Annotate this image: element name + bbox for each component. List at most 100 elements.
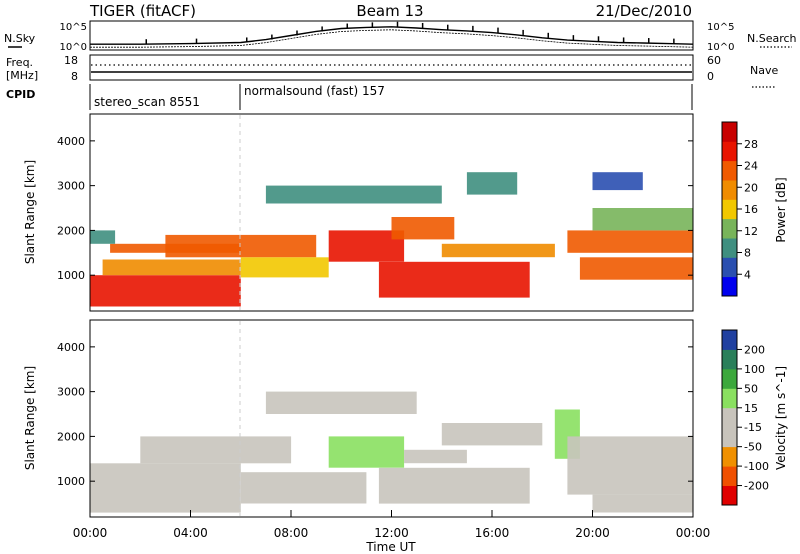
power-panel-frame bbox=[89, 113, 694, 312]
velocity-colorbar-frame bbox=[721, 329, 738, 506]
velocity-ylabel: Slant Range [km] bbox=[23, 366, 37, 470]
colorbar-tick-label: -100 bbox=[744, 460, 769, 473]
colorbar-cell bbox=[722, 160, 737, 181]
cpid-label: CPID bbox=[6, 88, 35, 101]
y-tick-label: 3000 bbox=[57, 386, 85, 399]
noise-bottom-tick: 10^0 bbox=[60, 42, 87, 53]
power-regions bbox=[90, 172, 693, 307]
colorbar-tick-label: -50 bbox=[744, 441, 762, 454]
y-tick-label: 2000 bbox=[57, 224, 85, 237]
y-tick-label: 1000 bbox=[57, 475, 85, 488]
colorbar-tick-label: 200 bbox=[744, 343, 765, 356]
colorbar-cell bbox=[722, 238, 737, 258]
colorbar-cell bbox=[722, 349, 737, 370]
scatter-region-6 bbox=[265, 185, 442, 204]
freq-panel-frame bbox=[89, 54, 694, 81]
scatter-region-9 bbox=[378, 261, 530, 298]
colorbar-tick-label: 12 bbox=[744, 225, 758, 238]
freq-panel bbox=[89, 54, 694, 81]
nave-top-tick: 60 bbox=[707, 54, 721, 67]
nsearch-label: N.Search bbox=[747, 32, 797, 45]
velocity-panel: 1000 2000 3000 4000 00:00 04:00 08:00 12:00 16:… bbox=[23, 319, 710, 554]
x-tick-label: 12:00 bbox=[374, 526, 409, 540]
velocity-colorbar-label: Velocity [m s^-1] bbox=[774, 366, 788, 470]
colorbar-cell bbox=[722, 427, 737, 448]
colorbar-tick-label: 15 bbox=[744, 402, 758, 415]
scatter-region-2 bbox=[240, 472, 367, 504]
power-y-ticks: 1000 2000 3000 4000 bbox=[57, 135, 693, 282]
colorbar-cell bbox=[722, 407, 737, 428]
power-colorbar-ticks: 4 8 12 16 20 24 28 bbox=[737, 138, 758, 281]
scatter-region-3 bbox=[265, 391, 417, 414]
colorbar-tick-label: 20 bbox=[744, 181, 758, 194]
date-label: 21/Dec/2010 bbox=[596, 2, 692, 20]
scatter-region-8 bbox=[391, 217, 455, 240]
cpid-row: stereo_scan 8551 normalsound (fast) 157 bbox=[89, 84, 693, 110]
power-colorbar-cells bbox=[722, 122, 737, 297]
x-tick-label: 00:00 bbox=[73, 526, 108, 540]
noise-panel-frame bbox=[89, 20, 694, 51]
y-tick-label: 4000 bbox=[57, 135, 85, 148]
freq-bottom-tick: 8 bbox=[71, 70, 78, 83]
scatter-region-4 bbox=[328, 436, 405, 468]
freq-label: Freq. bbox=[6, 56, 33, 69]
x-tick-label: 04:00 bbox=[173, 526, 208, 540]
velocity-y-ticks: 1000 2000 3000 4000 bbox=[57, 341, 693, 488]
beam-label: Beam 13 bbox=[356, 2, 423, 20]
scatter-region-0 bbox=[90, 275, 241, 307]
y-tick-label: 1000 bbox=[57, 269, 85, 282]
power-colorbar: 4 8 12 16 20 24 28 Power [dB] bbox=[721, 121, 788, 297]
colorbar-cell bbox=[722, 485, 737, 506]
power-panel: 1000 2000 3000 4000 Slant Range [km] bbox=[23, 113, 694, 312]
colorbar-tick-label: 8 bbox=[744, 247, 751, 260]
scatter-region-0 bbox=[90, 463, 241, 513]
scatter-region-9 bbox=[567, 436, 693, 495]
scatter-region-13 bbox=[579, 257, 693, 280]
nave-label: Nave bbox=[750, 64, 778, 77]
power-ylabel: Slant Range [km] bbox=[23, 160, 37, 264]
colorbar-tick-label: -200 bbox=[744, 480, 769, 493]
x-tick-label: 20:00 bbox=[575, 526, 610, 540]
scatter-region-4 bbox=[165, 234, 317, 258]
x-axis-label: Time UT bbox=[365, 540, 416, 554]
colorbar-cell bbox=[722, 446, 737, 467]
y-tick-label: 2000 bbox=[57, 430, 85, 443]
nave-bottom-tick: 0 bbox=[707, 70, 714, 83]
colorbar-cell bbox=[722, 218, 737, 239]
scatter-region-5 bbox=[240, 257, 329, 278]
colorbar-cell bbox=[722, 466, 737, 486]
scatter-region-10 bbox=[441, 243, 555, 258]
scatter-region-15 bbox=[592, 172, 643, 191]
nsky-label: N.Sky bbox=[4, 32, 36, 45]
noise-spikes bbox=[145, 21, 675, 45]
y-tick-label: 4000 bbox=[57, 341, 85, 354]
noise-sky-curve bbox=[90, 26, 694, 45]
noise-bottom-tick-right: 10^0 bbox=[707, 42, 734, 53]
freq-top-tick: 18 bbox=[64, 54, 78, 67]
velocity-colorbar-cells bbox=[722, 330, 737, 506]
scatter-region-1 bbox=[102, 259, 241, 276]
colorbar-tick-label: -15 bbox=[744, 421, 762, 434]
x-tick-label: 16:00 bbox=[475, 526, 510, 540]
colorbar-cell bbox=[722, 368, 737, 389]
scatter-region-1 bbox=[140, 436, 292, 464]
scatter-region-5 bbox=[378, 467, 530, 504]
scatter-region-7 bbox=[441, 423, 543, 446]
colorbar-cell bbox=[722, 330, 737, 350]
y-tick-label: 3000 bbox=[57, 180, 85, 193]
noise-top-tick: 10^5 bbox=[60, 22, 87, 33]
colorbar-tick-label: 50 bbox=[744, 382, 758, 395]
colorbar-cell bbox=[722, 388, 737, 409]
scatter-region-14 bbox=[592, 208, 693, 231]
colorbar-cell bbox=[722, 122, 737, 142]
scatter-region-10 bbox=[592, 494, 693, 513]
colorbar-cell bbox=[722, 276, 737, 297]
cpid-segment-1: stereo_scan 8551 bbox=[94, 95, 200, 109]
velocity-regions bbox=[90, 391, 693, 513]
scatter-region-6 bbox=[404, 449, 467, 464]
velocity-colorbar-ticks: -200 -100 -50 -15 15 50 100 200 bbox=[737, 343, 769, 493]
noise-panel bbox=[89, 20, 694, 51]
colorbar-cell bbox=[722, 257, 737, 278]
colorbar-cell bbox=[722, 199, 737, 220]
colorbar-cell bbox=[722, 180, 737, 200]
